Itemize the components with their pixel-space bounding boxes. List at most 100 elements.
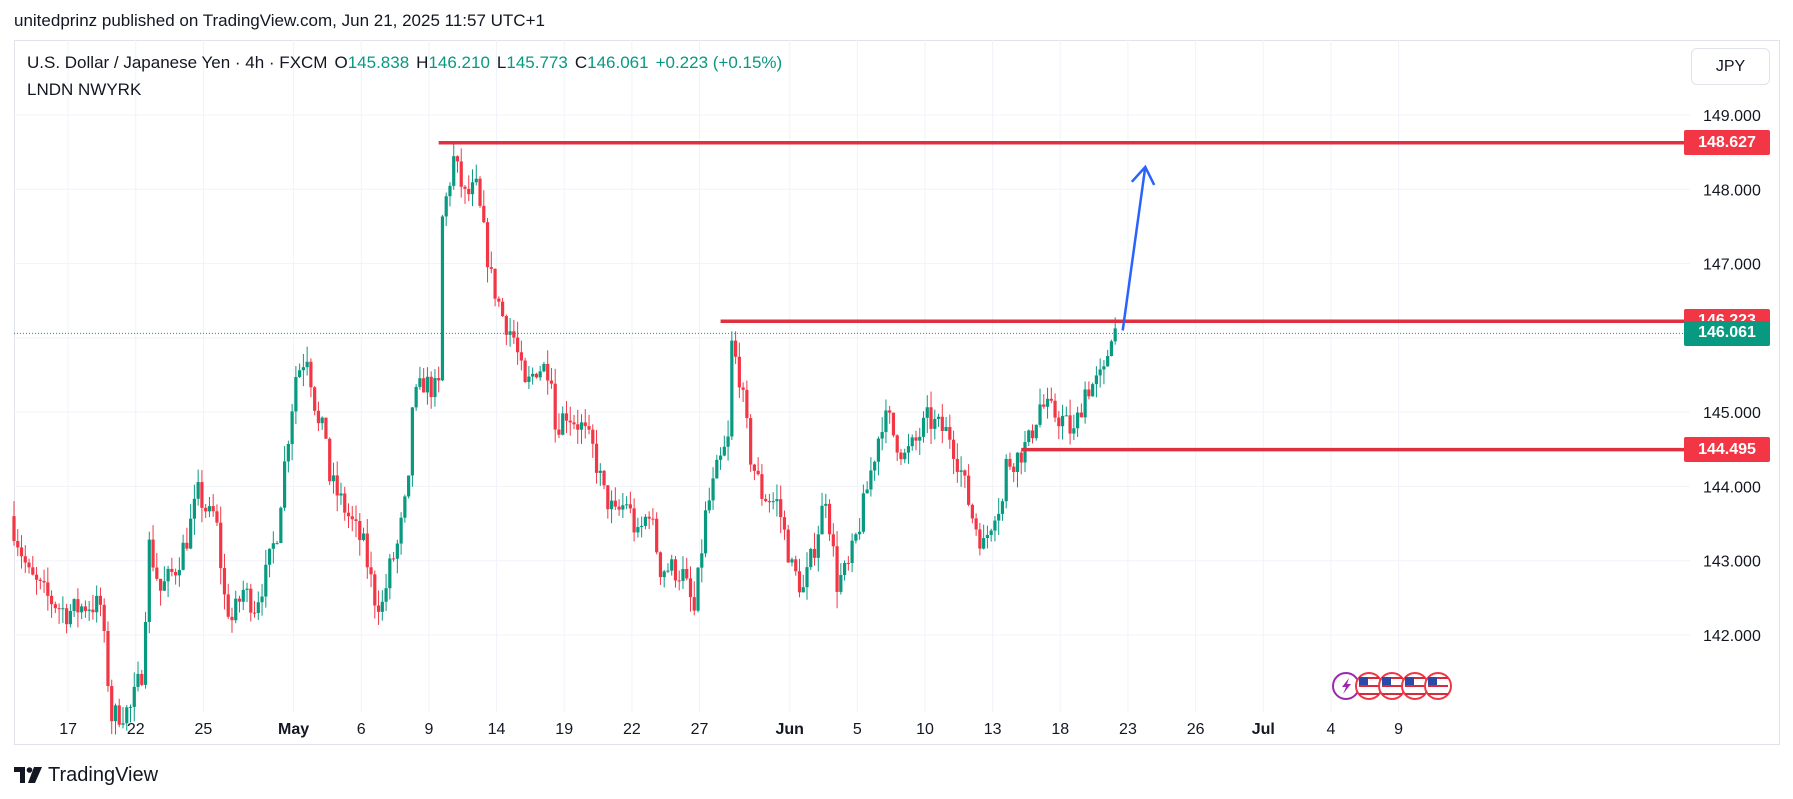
- candle-body: [158, 578, 163, 591]
- candle: [760, 464, 764, 506]
- candle: [531, 367, 535, 385]
- candle-body: [271, 543, 275, 549]
- symbol-name[interactable]: U.S. Dollar / Japanese Yen · 4h · FXCM: [27, 53, 328, 72]
- x-tick-label: 27: [691, 721, 709, 738]
- x-tick-label: 18: [1051, 721, 1069, 738]
- candle-body: [647, 516, 651, 519]
- candle-body: [643, 516, 647, 526]
- price-label-last: 146.061: [1684, 320, 1770, 346]
- price-axis[interactable]: 142.000143.000144.000145.000146.000147.0…: [1703, 108, 1761, 645]
- candle-body: [722, 446, 726, 456]
- candle: [681, 556, 685, 589]
- candle-body: [335, 475, 339, 496]
- candle-body: [1076, 412, 1080, 429]
- candle-body: [812, 548, 817, 558]
- candle-body: [440, 216, 445, 381]
- candle-body: [936, 416, 941, 419]
- candle: [1015, 452, 1020, 488]
- candle-body: [128, 706, 133, 708]
- candle: [534, 372, 539, 379]
- candle-body: [237, 598, 242, 602]
- candle-body: [997, 513, 1001, 521]
- candle: [1102, 359, 1106, 385]
- candle: [583, 409, 587, 439]
- candle: [16, 529, 20, 557]
- candle-body: [869, 470, 873, 490]
- x-tick-label: 22: [623, 721, 641, 738]
- candle: [110, 679, 114, 735]
- candle-body: [125, 707, 129, 724]
- candle-body: [658, 552, 663, 578]
- time-axis[interactable]: 17 22 25 May 6 9 14 19 22 27 Jun 5 10 13 18 23 26 Jul 4 9: [59, 721, 1403, 738]
- candle: [422, 367, 426, 393]
- projection-arrow[interactable]: [1121, 164, 1156, 331]
- candle: [1012, 463, 1016, 483]
- price-label-resistance-top: 148.627: [1684, 130, 1770, 156]
- candle-body: [1064, 415, 1068, 417]
- candle: [1030, 424, 1035, 444]
- candle: [880, 417, 884, 451]
- candle: [801, 574, 805, 593]
- candle-body: [970, 504, 974, 519]
- y-tick-label: 142.000: [1703, 628, 1761, 645]
- candle: [527, 365, 531, 390]
- candle: [320, 416, 324, 430]
- candle: [309, 358, 313, 398]
- candle: [1038, 388, 1042, 428]
- candle: [132, 672, 136, 722]
- publisher-credit: unitedprinz published on TradingView.com…: [14, 11, 545, 30]
- candle-body: [365, 533, 369, 568]
- candle-body: [978, 529, 982, 549]
- footer-branding[interactable]: TradingView: [14, 762, 158, 788]
- candle: [388, 554, 392, 600]
- y-tick-label: 149.000: [1703, 108, 1761, 125]
- candle: [790, 557, 794, 567]
- candle: [219, 506, 223, 585]
- candle-body: [891, 412, 896, 436]
- candle-body: [65, 608, 69, 625]
- candle-body: [1012, 466, 1016, 473]
- candle: [403, 494, 407, 523]
- candle: [19, 535, 24, 569]
- candle: [842, 560, 847, 581]
- candle-body: [482, 205, 486, 223]
- candle-body: [921, 417, 926, 437]
- candle: [715, 454, 719, 479]
- candle: [985, 525, 990, 549]
- candle: [936, 413, 941, 427]
- candle: [553, 368, 557, 443]
- candle: [128, 704, 133, 723]
- candle-body: [500, 301, 505, 317]
- candle-body: [591, 429, 595, 444]
- horizontal-levels[interactable]: [438, 140, 1690, 452]
- chart-canvas[interactable]: 142.000143.000144.000145.000146.000147.0…: [0, 0, 1793, 760]
- candle-body: [98, 595, 103, 605]
- candle-body: [279, 507, 283, 544]
- candle-body: [222, 568, 227, 595]
- candle-body: [354, 519, 358, 522]
- candle-body: [583, 422, 587, 427]
- currency-button[interactable]: JPY: [1691, 48, 1770, 85]
- arrow-shaft: [1121, 166, 1147, 331]
- candle: [587, 414, 591, 435]
- candle: [598, 463, 602, 486]
- candle: [211, 494, 215, 517]
- candle: [215, 504, 219, 526]
- candle-body: [775, 499, 779, 502]
- candle: [414, 384, 418, 411]
- candle-body: [19, 547, 24, 557]
- candle: [290, 403, 294, 461]
- candle: [294, 366, 298, 425]
- candle: [929, 391, 933, 444]
- candle-body: [245, 588, 249, 590]
- x-tick-label: 26: [1187, 721, 1205, 738]
- close-label: C: [574, 53, 588, 72]
- candle-body: [234, 598, 238, 621]
- candle-body: [76, 599, 80, 613]
- candle: [568, 406, 572, 436]
- x-tick-label: 10: [916, 721, 934, 738]
- economic-events[interactable]: [1332, 672, 1452, 700]
- candle-body: [140, 673, 144, 685]
- candle-body: [147, 539, 151, 622]
- x-tick-label: Jun: [775, 721, 803, 738]
